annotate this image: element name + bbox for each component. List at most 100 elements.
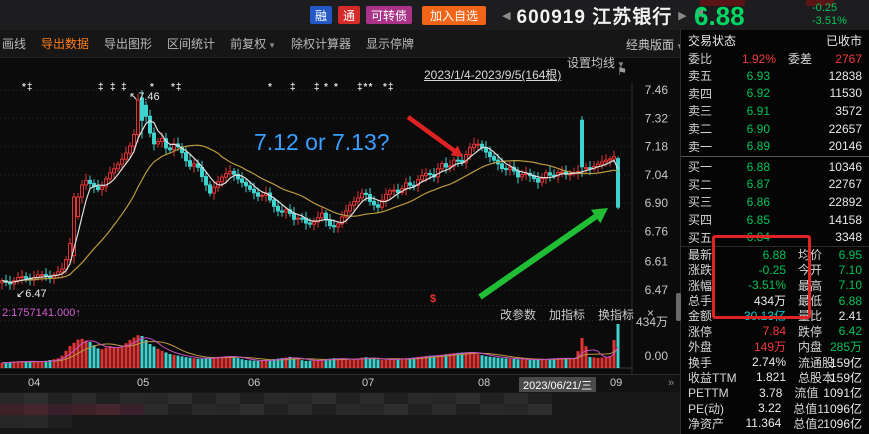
table-row[interactable]: 卖二 6.90 22657 (688, 121, 862, 137)
layout-dropdown[interactable]: 经典版面▼ (626, 36, 684, 53)
add-indicator-link[interactable]: 加指标 (549, 308, 586, 322)
mosaic-block (408, 404, 432, 415)
chevron-down-icon: ▼ (676, 42, 684, 51)
red-annotation-box (712, 235, 811, 319)
mosaic-block (0, 393, 24, 404)
svg-text:6.90: 6.90 (645, 196, 669, 210)
event-marker-icon: *‡ (22, 82, 33, 93)
table-row: 外盘 149万 内盘 285万 (688, 340, 862, 355)
table-row[interactable]: 买五 6.84 3348 (688, 230, 862, 245)
ask-levels: 卖五 6.93 12838 卖四 6.92 11530 卖三 6.91 3572 卖二 6.90 22… (681, 67, 869, 155)
toolbar-exright-calculator[interactable]: 除权计算器 (291, 37, 352, 51)
mosaic-block (240, 393, 264, 404)
dividend-marker: $ (430, 293, 437, 305)
mosaic-block (120, 404, 144, 415)
toolbar-range-stats[interactable]: 区间统计 (167, 37, 216, 51)
x-axis-label: 08 (478, 377, 491, 389)
change-params-link[interactable]: 改参数 (500, 308, 537, 322)
close-icon[interactable]: × (647, 306, 655, 320)
mosaic-block (24, 393, 48, 404)
mosaic-block (168, 404, 192, 415)
svg-text:7.04: 7.04 (645, 168, 669, 182)
table-row[interactable]: 卖四 6.92 11530 (688, 86, 862, 101)
mosaic-block (144, 393, 168, 404)
mosaic-block (384, 393, 408, 404)
toolbar-export-data[interactable]: 导出数据 (41, 37, 90, 51)
convertible-bond-badge[interactable]: 可转债 (366, 6, 413, 24)
toolbar-show-suspended[interactable]: 显示停牌 (366, 37, 415, 51)
mosaic-block (360, 404, 384, 415)
next-stock-icon[interactable]: ▶ (678, 9, 687, 22)
event-marker-icon: * (334, 82, 339, 93)
table-row: 总手 434万 最低 6.88 (688, 293, 862, 309)
announcement-icon[interactable] (695, 6, 707, 24)
mosaic-block (432, 404, 456, 415)
table-row: PE(动) 3.22 总值1 1096亿 (688, 401, 862, 416)
top-bar: 融 通 可转债 加入自选 ◀ 600919 江苏银行 ▶ (0, 0, 869, 30)
last-price: 6.88 (694, 1, 745, 31)
market-status: 已收市 (825, 33, 862, 48)
stats-table: 最新 6.88 均价 6.95 涨跌 -0.25 今开 7.10 涨幅 -3.51% 最高 7.10 总… (681, 245, 869, 431)
mosaic-block (0, 415, 24, 428)
ma-settings-dropdown[interactable]: 设置均线 ▼ (567, 56, 625, 70)
orderbook-divider (681, 155, 869, 157)
crosshair-date: 2023/06/21/三 (519, 377, 597, 393)
svg-text:↖7.46: ↖7.46 (129, 91, 160, 103)
decor-fragment (700, 0, 745, 6)
svg-text:434万: 434万 (636, 315, 668, 329)
mosaic-block (384, 404, 408, 415)
toolbar-draw-line[interactable]: 画线 (2, 37, 27, 51)
bid-levels: 买一 6.88 10346 买二 6.87 22767 买三 6.86 22892 买四 6.85 1… (681, 158, 869, 246)
add-to-watchlist-button[interactable]: 加入自选 (422, 5, 487, 25)
table-row[interactable]: 卖一 6.89 20146 (688, 139, 862, 154)
table-row[interactable]: 买二 6.87 22767 (688, 177, 862, 192)
mosaic-block (528, 393, 552, 404)
x-axis-label: 07 (362, 377, 375, 389)
mosaic-block (264, 393, 288, 404)
date-range-label[interactable]: 2023/1/4-2023/9/5(164根) (424, 68, 562, 82)
scroll-more-icon[interactable]: » (668, 377, 675, 389)
mosaic-block (528, 404, 552, 415)
stock-code-and-name: 600919 江苏银行 (516, 6, 673, 28)
mosaic-block (480, 393, 504, 404)
mosaic-block (504, 393, 528, 404)
mosaic-block (288, 393, 312, 404)
toolbar-forward-adjust[interactable]: 前复权 ▼ (230, 37, 276, 51)
event-marker-icon: ‡ (290, 82, 297, 93)
prev-stock-icon[interactable]: ◀ (502, 9, 511, 22)
toolbar-export-image[interactable]: 导出图形 (104, 37, 153, 51)
x-axis: 04 05 06 07 08 09 2023/06/21/三 » (0, 374, 680, 393)
mosaic-block (48, 415, 72, 428)
kline-chart-canvas[interactable]: 7.46 7.32 7.18 7.04 6.90 6.76 6.61 6.47 434万 0.00… (0, 0, 680, 392)
mosaic-block (48, 404, 72, 415)
table-row[interactable]: 卖五 6.93 12838 (688, 68, 862, 84)
mosaic-block (432, 393, 456, 404)
table-row[interactable]: 卖三 6.91 3572 (688, 103, 862, 119)
table-row[interactable]: 买一 6.88 10346 (688, 159, 862, 175)
x-axis-label: 09 (610, 377, 623, 389)
weicha-label: 委差 (788, 52, 813, 66)
mosaic-block (360, 393, 384, 404)
weicha-value: 2767 (835, 51, 862, 66)
mosaic-block (144, 404, 168, 415)
mosaic-block (192, 393, 216, 404)
panel-scrollbar-thumb[interactable] (676, 293, 681, 321)
event-marker-icon: ‡ (314, 82, 321, 93)
table-row[interactable]: 买四 6.85 14158 (688, 212, 862, 228)
table-row[interactable]: 买三 6.86 22892 (688, 194, 862, 210)
switch-indicator-link[interactable]: 换指标 (598, 308, 635, 322)
mosaic-block (48, 393, 72, 404)
margin-badge[interactable]: 融 (310, 6, 333, 24)
censored-user-info (0, 392, 680, 434)
event-marker-icon: *‡ (383, 82, 394, 93)
event-marker-icon: * (324, 82, 329, 93)
pin-icon[interactable]: ⚑ (617, 66, 627, 78)
svg-text:7.12 or 7.13?: 7.12 or 7.13? (254, 129, 390, 155)
connect-badge[interactable]: 通 (338, 6, 361, 24)
event-marker-icon: *‡ (171, 82, 182, 93)
chevron-down-icon: ▼ (268, 41, 276, 50)
mosaic-block (504, 404, 528, 415)
event-marker-icon: * (150, 82, 155, 93)
weibi-value: 1.92% (741, 51, 777, 66)
